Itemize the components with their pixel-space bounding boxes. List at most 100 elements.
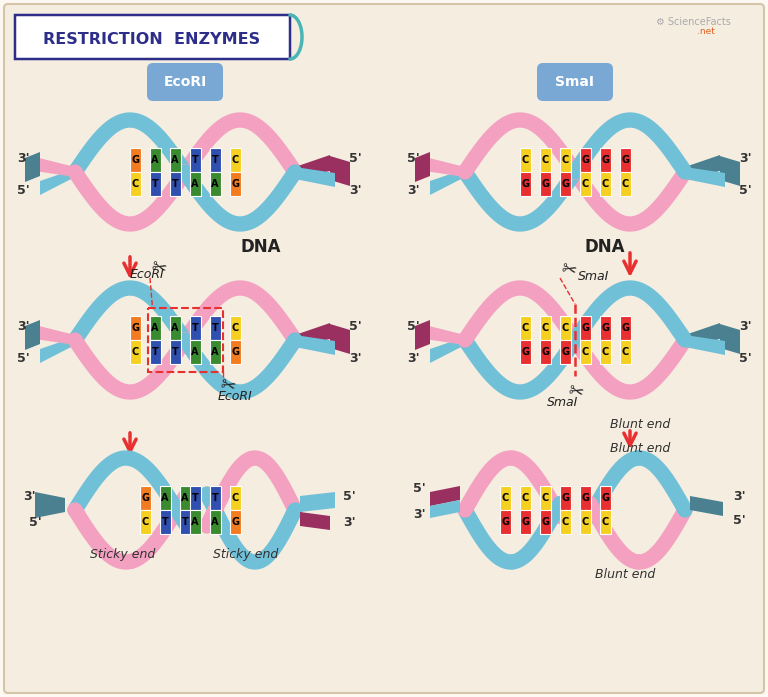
- Text: G: G: [521, 517, 529, 527]
- Text: T: T: [212, 493, 218, 503]
- Text: C: C: [521, 493, 528, 503]
- Bar: [519, 340, 531, 364]
- Bar: [560, 340, 571, 364]
- Text: Sticky end: Sticky end: [213, 548, 278, 561]
- Text: G: G: [601, 323, 609, 333]
- Polygon shape: [685, 323, 720, 347]
- Text: C: C: [541, 155, 548, 165]
- Bar: [190, 486, 200, 510]
- Polygon shape: [300, 512, 330, 530]
- Text: 5': 5': [29, 516, 41, 529]
- Text: Blunt end: Blunt end: [595, 568, 655, 581]
- Bar: [600, 316, 611, 340]
- Bar: [560, 510, 571, 534]
- Text: T: T: [151, 179, 158, 189]
- Text: 3': 3': [739, 151, 751, 164]
- Polygon shape: [40, 337, 75, 363]
- Text: G: G: [621, 155, 629, 165]
- Bar: [580, 340, 591, 364]
- Polygon shape: [685, 167, 725, 187]
- Bar: [150, 148, 161, 172]
- Text: 5': 5': [739, 183, 751, 197]
- Text: 3': 3': [349, 351, 361, 365]
- Text: T: T: [161, 517, 168, 527]
- Bar: [620, 316, 631, 340]
- Bar: [580, 316, 591, 340]
- Bar: [580, 510, 591, 534]
- Bar: [560, 486, 571, 510]
- Text: A: A: [211, 179, 219, 189]
- Text: A: A: [171, 155, 179, 165]
- Text: 3': 3': [407, 183, 419, 197]
- Polygon shape: [430, 500, 460, 518]
- Text: A: A: [191, 179, 199, 189]
- Polygon shape: [425, 325, 465, 345]
- Text: .net: .net: [697, 26, 715, 36]
- Text: RESTRICTION  ENZYMES: RESTRICTION ENZYMES: [44, 31, 260, 47]
- Text: 5': 5': [349, 151, 362, 164]
- Bar: [539, 148, 551, 172]
- Bar: [140, 486, 151, 510]
- Polygon shape: [300, 492, 335, 512]
- FancyBboxPatch shape: [147, 63, 223, 101]
- Polygon shape: [430, 169, 465, 195]
- Text: A: A: [191, 517, 199, 527]
- Text: G: G: [581, 155, 589, 165]
- Bar: [539, 510, 551, 534]
- Text: 3': 3': [739, 319, 751, 332]
- Polygon shape: [295, 167, 335, 187]
- Bar: [600, 148, 611, 172]
- Bar: [180, 510, 190, 534]
- Polygon shape: [330, 156, 350, 186]
- FancyBboxPatch shape: [4, 4, 764, 693]
- Text: C: C: [621, 347, 629, 357]
- Bar: [150, 172, 161, 196]
- Bar: [580, 148, 591, 172]
- Text: C: C: [231, 493, 239, 503]
- Text: C: C: [521, 155, 528, 165]
- Text: ✂: ✂: [565, 381, 584, 403]
- Bar: [620, 172, 631, 196]
- Bar: [539, 486, 551, 510]
- Text: T: T: [192, 493, 198, 503]
- Text: 5': 5': [17, 351, 29, 365]
- Bar: [499, 510, 511, 534]
- Bar: [230, 172, 240, 196]
- Bar: [147, 308, 223, 372]
- FancyBboxPatch shape: [15, 15, 290, 59]
- Bar: [539, 316, 551, 340]
- Text: Blunt end: Blunt end: [610, 442, 670, 455]
- Bar: [230, 510, 240, 534]
- Text: A: A: [211, 517, 219, 527]
- Polygon shape: [430, 337, 465, 363]
- Bar: [600, 510, 611, 534]
- Polygon shape: [35, 325, 75, 345]
- Text: 3': 3': [17, 319, 29, 332]
- Bar: [130, 148, 141, 172]
- Text: A: A: [151, 323, 159, 333]
- Text: G: G: [561, 347, 569, 357]
- Bar: [130, 172, 141, 196]
- Text: C: C: [541, 323, 548, 333]
- Bar: [210, 172, 220, 196]
- Text: 5': 5': [733, 514, 746, 527]
- Polygon shape: [35, 157, 75, 177]
- Bar: [170, 316, 180, 340]
- Bar: [519, 510, 531, 534]
- Text: ✂: ✂: [558, 259, 578, 281]
- Text: ✂: ✂: [148, 257, 167, 279]
- Text: G: G: [141, 493, 149, 503]
- Bar: [230, 316, 240, 340]
- Text: G: G: [521, 179, 529, 189]
- Text: C: C: [621, 179, 629, 189]
- Polygon shape: [295, 155, 330, 179]
- Text: C: C: [581, 517, 588, 527]
- Text: Blunt end: Blunt end: [610, 418, 670, 431]
- Text: C: C: [581, 347, 588, 357]
- Text: G: G: [541, 517, 549, 527]
- Bar: [190, 316, 200, 340]
- Text: 5': 5': [17, 183, 29, 197]
- Text: 5': 5': [406, 319, 419, 332]
- Text: G: G: [601, 493, 609, 503]
- Text: SmaI: SmaI: [547, 396, 578, 409]
